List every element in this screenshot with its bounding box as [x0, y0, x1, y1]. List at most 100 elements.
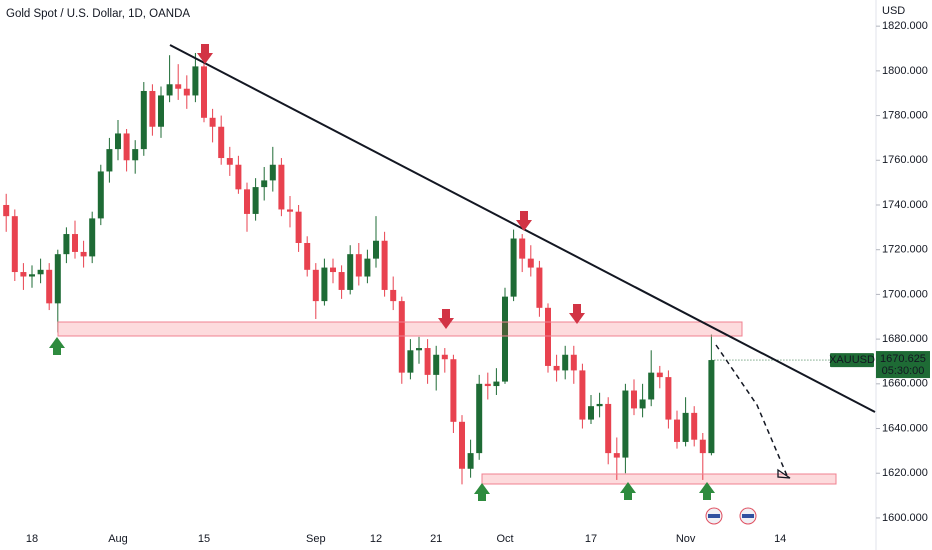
candle-body [441, 354, 448, 360]
candle-body [502, 296, 508, 382]
candle-body [209, 117, 216, 127]
up-arrow [474, 483, 490, 501]
candle-body [295, 211, 302, 243]
down-arrow [516, 211, 532, 231]
candle-body [605, 403, 612, 454]
down-arrow [569, 304, 585, 324]
candle-body [20, 272, 27, 277]
candle-body [11, 216, 18, 273]
x-tick-label: 14 [774, 533, 786, 545]
x-tick-label: 18 [26, 533, 38, 545]
candle-body [433, 354, 440, 375]
candle-body [407, 350, 414, 373]
x-tick-label: 12 [370, 533, 382, 545]
projection-arrow-head [777, 468, 791, 479]
candle-body [321, 267, 328, 302]
candle-body [691, 412, 698, 440]
candle-body [37, 269, 44, 275]
candle-body [390, 289, 397, 302]
candle-body [312, 269, 319, 302]
y-tick-label: 1680.000 [882, 333, 928, 345]
candle-body [364, 258, 371, 277]
candle-body [183, 88, 190, 96]
x-tick-label: Oct [496, 533, 513, 545]
candle-body [97, 171, 104, 219]
candle-body [235, 164, 242, 190]
event-icon-flag [708, 514, 720, 518]
candle-body [579, 370, 586, 420]
candle-body [398, 301, 405, 373]
candle-body [54, 254, 61, 304]
candle-body [562, 354, 569, 371]
up-arrow [49, 337, 65, 355]
annotations [49, 44, 876, 525]
candle-body [46, 269, 53, 304]
candle-body [484, 383, 491, 387]
candle-body [588, 406, 594, 420]
candle-body [510, 238, 517, 297]
candle-body [674, 419, 680, 442]
candle-body [708, 360, 715, 454]
candle-body [175, 84, 182, 89]
candle-body [192, 66, 199, 96]
candle-body [355, 254, 362, 277]
up-arrow [699, 482, 715, 500]
y-tick-label: 1800.000 [882, 65, 928, 77]
symbol-badge [830, 353, 874, 368]
candle-body [166, 84, 173, 96]
candle-body [596, 403, 603, 407]
candle-body [158, 95, 164, 127]
candle-body [149, 90, 156, 127]
candle-body [622, 390, 629, 458]
candle-body [244, 189, 250, 214]
y-tick-label: 1760.000 [882, 154, 928, 166]
down-arrow [438, 309, 454, 329]
sell-arrows [197, 44, 585, 329]
candle-body [699, 439, 706, 454]
candle-body [476, 383, 483, 454]
candle-body [373, 240, 379, 259]
y-tick-label: 1660.000 [882, 378, 928, 390]
candle-body [63, 234, 70, 255]
y-tick-label: 1600.000 [882, 512, 928, 524]
countdown-label: 05:30:00 [882, 365, 925, 377]
candle-body [123, 133, 130, 161]
candle-body [545, 307, 551, 366]
x-tick-label: Nov [676, 533, 696, 545]
candle-body [519, 238, 526, 259]
candle-body [682, 412, 689, 442]
candle-body [656, 372, 663, 378]
y-tick-label: 1720.000 [882, 244, 928, 256]
candle-body [218, 126, 225, 159]
resistance-zone [57, 321, 743, 337]
candle-body [201, 66, 207, 118]
candle-body [381, 240, 388, 290]
candle-body [72, 234, 78, 252]
candle-body [89, 218, 96, 257]
candle-body [631, 390, 637, 409]
candle-body [450, 359, 457, 422]
candle-body [106, 149, 113, 172]
candle-body [278, 164, 285, 210]
candle-body [330, 267, 336, 273]
candle-body [115, 133, 121, 150]
candle-body [80, 251, 87, 257]
candle-body [269, 164, 276, 181]
up-arrow [620, 482, 636, 500]
x-tick-label: Sep [306, 533, 326, 545]
candle-body [536, 267, 543, 308]
candle-body [493, 381, 500, 387]
event-icons [705, 507, 757, 525]
y-tick-label: 1820.000 [882, 20, 928, 32]
candle-body [467, 453, 474, 469]
candle-body [252, 187, 259, 214]
y-tick-label: 1640.000 [882, 422, 928, 434]
candle-body [140, 90, 147, 150]
x-tick-label: 15 [198, 533, 210, 545]
y-tick-label: 1740.000 [882, 199, 928, 211]
candle-body [553, 365, 560, 371]
candle-body [613, 453, 620, 458]
y-axis-label: USD [882, 5, 905, 17]
symbol-label: XAUUSD [829, 354, 875, 366]
